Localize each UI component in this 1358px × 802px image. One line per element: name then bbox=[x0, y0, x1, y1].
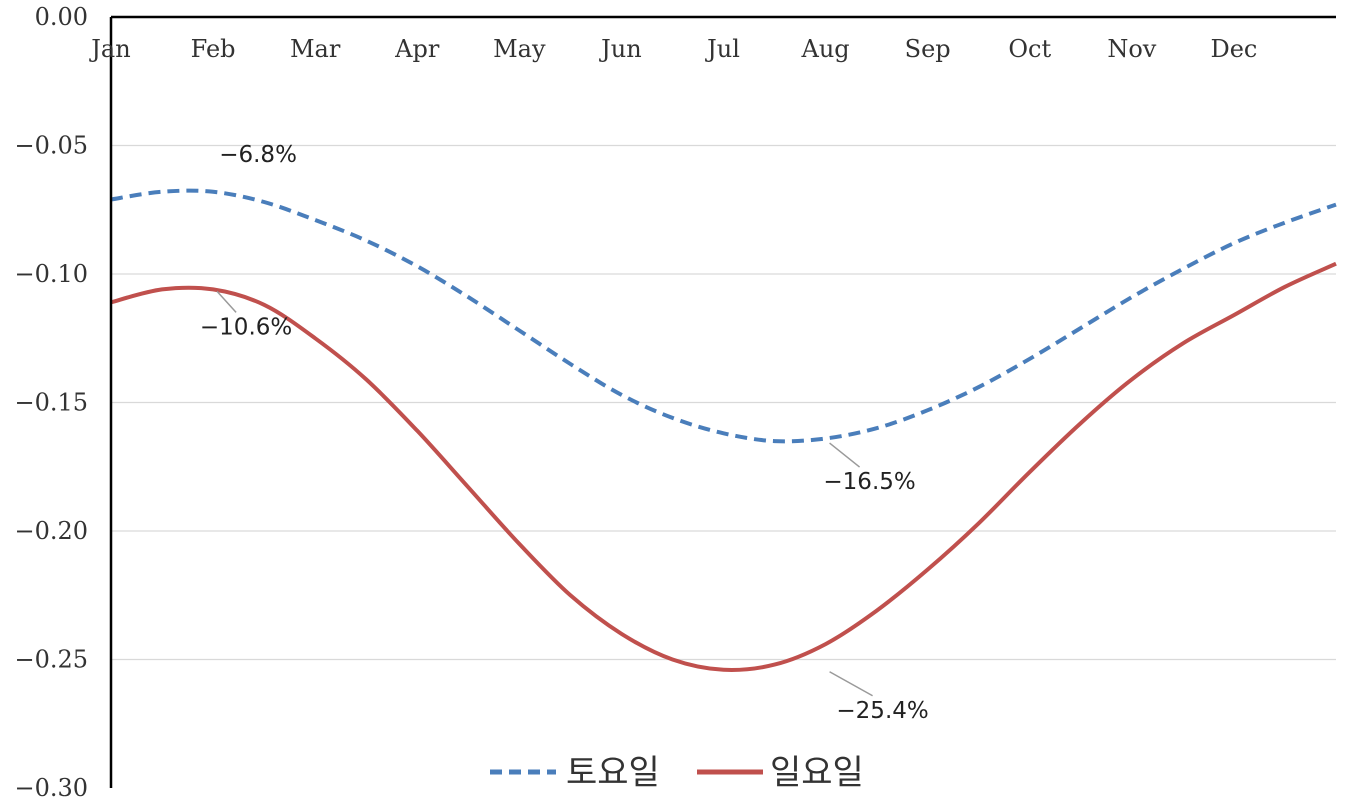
x-tick-label: Oct bbox=[1008, 35, 1051, 63]
data-label: −16.5% bbox=[823, 469, 915, 495]
series-lines bbox=[110, 188, 1337, 672]
x-tick-label: Aug bbox=[801, 35, 850, 63]
data-label-leader bbox=[829, 442, 861, 468]
y-tick-label: −0.05 bbox=[14, 132, 88, 160]
data-label-leader bbox=[216, 290, 237, 313]
y-tick-label: 0.00 bbox=[35, 3, 88, 31]
legend: 토요일 일요일 bbox=[490, 753, 864, 793]
legend-label-2: 일요일 bbox=[770, 753, 864, 793]
data-label: −10.6% bbox=[200, 314, 292, 340]
tick-labels: 0.00 −0.05 −0.10 −0.15 −0.20 −0.25 −0.30 Jan Feb… bbox=[14, 3, 1257, 802]
series-line-2 bbox=[110, 261, 1337, 672]
gridlines bbox=[111, 144, 1336, 661]
x-tick-label: Feb bbox=[191, 35, 236, 63]
y-tick-label: −0.15 bbox=[14, 389, 88, 417]
x-tick-label: Apr bbox=[394, 35, 440, 63]
y-tick-label: −0.25 bbox=[14, 646, 88, 674]
x-tick-label: Jul bbox=[704, 35, 740, 63]
data-label-leader bbox=[829, 671, 873, 697]
x-tick-label: May bbox=[493, 35, 546, 63]
axes bbox=[109, 15, 1336, 788]
y-tick-label: −0.10 bbox=[14, 260, 88, 288]
series-line-1 bbox=[110, 188, 1337, 444]
legend-label-1: 토요일 bbox=[566, 753, 660, 793]
y-tick-label: −0.20 bbox=[14, 517, 88, 545]
data-labels: −6.8% −10.6% −16.5% −25.4% bbox=[200, 142, 929, 724]
x-tick-label: Mar bbox=[290, 35, 341, 63]
data-label: −25.4% bbox=[836, 698, 928, 724]
x-tick-label: Dec bbox=[1210, 35, 1257, 63]
x-tick-label: Jan bbox=[88, 35, 130, 63]
y-tick-label: −0.30 bbox=[14, 774, 88, 802]
x-tick-label: Jun bbox=[598, 35, 642, 63]
x-tick-label: Nov bbox=[1107, 35, 1156, 63]
data-label: −6.8% bbox=[219, 142, 297, 168]
x-tick-label: Sep bbox=[905, 35, 951, 63]
